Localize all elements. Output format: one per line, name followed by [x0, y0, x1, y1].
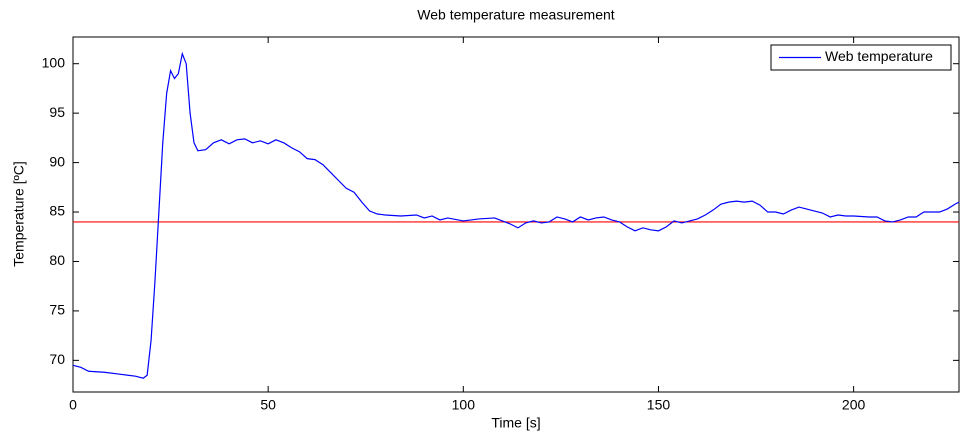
y-tick-label: 90 [49, 153, 65, 169]
x-tick-label: 100 [452, 397, 476, 413]
y-tick-label: 85 [49, 203, 65, 219]
y-tick-label: 95 [49, 104, 65, 120]
y-tick-label: 100 [42, 54, 66, 70]
legend-label: Web temperature [825, 48, 933, 64]
data-line [72, 51, 960, 379]
chart-title: Web temperature measurement [417, 7, 614, 23]
y-tick-label: 75 [49, 302, 65, 318]
y-tick-label: 70 [49, 351, 65, 367]
x-axis-label: Time [s] [491, 415, 540, 431]
x-tick-label: 0 [69, 397, 77, 413]
x-tick-label: 200 [842, 397, 866, 413]
y-tick-label: 80 [49, 252, 65, 268]
y-axis-label: Temperature [ºC] [11, 161, 27, 267]
x-tick-label: 150 [647, 397, 671, 413]
plot-area [72, 36, 960, 393]
x-tick-label: 50 [260, 397, 276, 413]
